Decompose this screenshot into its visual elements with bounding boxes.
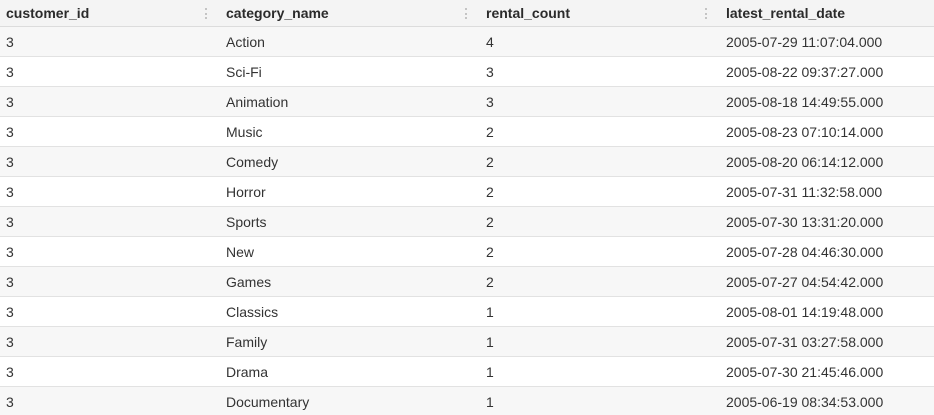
- cell-customer-id[interactable]: 3: [6, 33, 14, 50]
- cell-customer-id[interactable]: 3: [6, 93, 14, 110]
- cell-category-name[interactable]: Horror: [226, 183, 266, 200]
- cell-latest-rental-date[interactable]: 2005-08-01 14:19:48.000: [726, 303, 884, 320]
- cell-rental-count[interactable]: 1: [486, 303, 494, 320]
- table-row[interactable]: 3 Classics 1 2005-08-01 14:19:48.000: [0, 297, 934, 327]
- cell-rental-count[interactable]: 2: [486, 183, 494, 200]
- table-row[interactable]: 3 Drama 1 2005-07-30 21:45:46.000: [0, 357, 934, 387]
- cell-latest-rental-date[interactable]: 2005-07-28 04:46:30.000: [726, 243, 884, 260]
- cell-customer-id[interactable]: 3: [6, 243, 14, 260]
- cell-category-name[interactable]: Comedy: [226, 153, 279, 170]
- column-header-category-name[interactable]: category_name: [220, 0, 480, 26]
- table-row[interactable]: 3 Music 2 2005-08-23 07:10:14.000: [0, 117, 934, 147]
- column-resize-handle-icon[interactable]: [465, 8, 468, 19]
- table-row[interactable]: 3 New 2 2005-07-28 04:46:30.000: [0, 237, 934, 267]
- column-header-label: category_name: [226, 5, 329, 21]
- table-row[interactable]: 3 Animation 3 2005-08-18 14:49:55.000: [0, 87, 934, 117]
- cell-category-name[interactable]: Sports: [226, 213, 267, 230]
- column-header-rental-count[interactable]: rental_count: [480, 0, 720, 26]
- grid-body: 3 Action 4 2005-07-29 11:07:04.000 3 Sci-Fi 3 2…: [0, 27, 934, 415]
- header-row: customer_id category_name rental_count l…: [0, 0, 934, 27]
- table-row[interactable]: 3 Horror 2 2005-07-31 11:32:58.000: [0, 177, 934, 207]
- column-header-label: customer_id: [6, 5, 90, 21]
- cell-customer-id[interactable]: 3: [6, 303, 14, 320]
- table-row[interactable]: 3 Games 2 2005-07-27 04:54:42.000: [0, 267, 934, 297]
- cell-category-name[interactable]: Action: [226, 33, 265, 50]
- cell-latest-rental-date[interactable]: 2005-08-22 09:37:27.000: [726, 63, 884, 80]
- cell-latest-rental-date[interactable]: 2005-07-30 13:31:20.000: [726, 213, 884, 230]
- cell-rental-count[interactable]: 2: [486, 243, 494, 260]
- cell-category-name[interactable]: Games: [226, 273, 272, 290]
- cell-customer-id[interactable]: 3: [6, 273, 14, 290]
- cell-category-name[interactable]: Classics: [226, 303, 279, 320]
- table-row[interactable]: 3 Documentary 1 2005-06-19 08:34:53.000: [0, 387, 934, 415]
- table-row[interactable]: 3 Sci-Fi 3 2005-08-22 09:37:27.000: [0, 57, 934, 87]
- cell-category-name[interactable]: Sci-Fi: [226, 63, 262, 80]
- cell-category-name[interactable]: Music: [226, 123, 263, 140]
- cell-customer-id[interactable]: 3: [6, 363, 14, 380]
- cell-latest-rental-date[interactable]: 2005-07-30 21:45:46.000: [726, 363, 884, 380]
- cell-latest-rental-date[interactable]: 2005-07-31 11:32:58.000: [726, 183, 883, 200]
- cell-customer-id[interactable]: 3: [6, 123, 14, 140]
- cell-latest-rental-date[interactable]: 2005-08-20 06:14:12.000: [726, 153, 884, 170]
- cell-rental-count[interactable]: 2: [486, 123, 494, 140]
- cell-rental-count[interactable]: 1: [486, 393, 494, 410]
- column-resize-handle-icon[interactable]: [205, 8, 208, 19]
- table-row[interactable]: 3 Action 4 2005-07-29 11:07:04.000: [0, 27, 934, 57]
- cell-rental-count[interactable]: 1: [486, 333, 494, 350]
- column-header-label: latest_rental_date: [726, 5, 846, 21]
- cell-rental-count[interactable]: 2: [486, 273, 494, 290]
- cell-category-name[interactable]: Drama: [226, 363, 269, 380]
- cell-rental-count[interactable]: 4: [486, 33, 494, 50]
- cell-rental-count[interactable]: 2: [486, 213, 494, 230]
- cell-customer-id[interactable]: 3: [6, 213, 14, 230]
- cell-customer-id[interactable]: 3: [6, 333, 14, 350]
- cell-category-name[interactable]: Documentary: [226, 393, 310, 410]
- table-row[interactable]: 3 Sports 2 2005-07-30 13:31:20.000: [0, 207, 934, 237]
- cell-category-name[interactable]: New: [226, 243, 255, 260]
- column-header-latest-rental-date[interactable]: latest_rental_date: [720, 0, 934, 26]
- column-resize-handle-icon[interactable]: [705, 8, 708, 19]
- cell-customer-id[interactable]: 3: [6, 183, 14, 200]
- table-row[interactable]: 3 Comedy 2 2005-08-20 06:14:12.000: [0, 147, 934, 177]
- cell-latest-rental-date[interactable]: 2005-07-27 04:54:42.000: [726, 273, 884, 290]
- column-header-label: rental_count: [486, 5, 571, 21]
- cell-latest-rental-date[interactable]: 2005-08-23 07:10:14.000: [726, 123, 884, 140]
- column-header-customer-id[interactable]: customer_id: [0, 0, 220, 26]
- cell-latest-rental-date[interactable]: 2005-07-31 03:27:58.000: [726, 333, 884, 350]
- cell-rental-count[interactable]: 2: [486, 153, 494, 170]
- cell-latest-rental-date[interactable]: 2005-07-29 11:07:04.000: [726, 33, 883, 50]
- cell-category-name[interactable]: Animation: [226, 93, 289, 110]
- cell-category-name[interactable]: Family: [226, 333, 268, 350]
- cell-latest-rental-date[interactable]: 2005-08-18 14:49:55.000: [726, 93, 884, 110]
- table-row[interactable]: 3 Family 1 2005-07-31 03:27:58.000: [0, 327, 934, 357]
- cell-latest-rental-date[interactable]: 2005-06-19 08:34:53.000: [726, 393, 884, 410]
- cell-rental-count[interactable]: 3: [486, 93, 494, 110]
- cell-customer-id[interactable]: 3: [6, 63, 14, 80]
- cell-customer-id[interactable]: 3: [6, 153, 14, 170]
- cell-rental-count[interactable]: 1: [486, 363, 494, 380]
- cell-rental-count[interactable]: 3: [486, 63, 494, 80]
- cell-customer-id[interactable]: 3: [6, 393, 14, 410]
